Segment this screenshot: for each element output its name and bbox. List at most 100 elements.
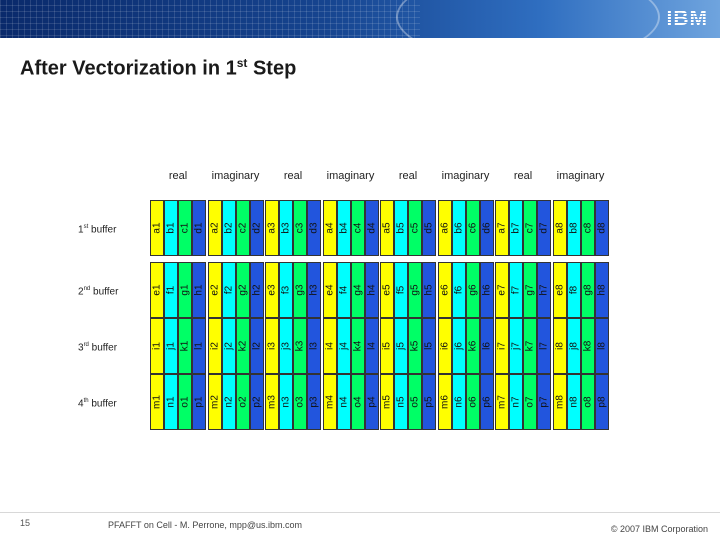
buffer-cell: a4 <box>322 200 337 256</box>
buffer-cell: i8 <box>552 318 567 374</box>
buffer-cell-label: f7 <box>510 285 522 295</box>
buffer-cell: h1 <box>192 262 206 318</box>
buffer-row-ordinal: st <box>83 224 89 230</box>
buffer-cell-label: l5 <box>423 342 435 350</box>
buffer-cell: m5 <box>380 374 394 430</box>
buffer-cell: o2 <box>235 374 250 430</box>
buffer-row-label: 4th buffer <box>78 398 117 409</box>
buffer-cell: e6 <box>437 262 452 318</box>
buffer-cell-label: e3 <box>266 284 278 296</box>
column-header: real <box>513 170 533 182</box>
buffer-cell: o8 <box>580 374 595 430</box>
buffer-cell-label: p4 <box>366 396 377 408</box>
buffer-cell: f8 <box>566 262 581 318</box>
buffer-cell: o4 <box>350 374 365 430</box>
buffer-cell: j6 <box>451 318 466 374</box>
buffer-cell: g7 <box>523 262 537 318</box>
buffer-cell-label: o6 <box>467 396 478 408</box>
buffer-cell: l8 <box>594 318 609 374</box>
buffer-cell-label: n5 <box>395 396 407 408</box>
buffer-cell-label: n3 <box>280 396 292 408</box>
buffer-cell: h3 <box>307 262 321 318</box>
buffer-cell: g1 <box>178 262 192 318</box>
buffer-cell: g6 <box>465 262 480 318</box>
buffer-cell-label: h1 <box>193 284 205 296</box>
buffer-cell-label: c3 <box>294 222 306 234</box>
buffer-cell: m7 <box>495 374 509 430</box>
buffer-cell-label: k4 <box>352 340 363 352</box>
buffer-cell: c2 <box>235 200 250 256</box>
buffer-cell-label: l7 <box>538 342 550 350</box>
buffer-cell: a3 <box>265 200 279 256</box>
buffer-cell-label: g3 <box>294 284 306 296</box>
buffer-row-label: 3rd buffer <box>78 342 117 353</box>
footer-author: PFAFFT on Cell - M. Perrone, mpp@us.ibm.… <box>108 520 303 530</box>
banner-arc <box>396 0 660 38</box>
column-header: imaginary <box>556 170 605 182</box>
buffer-cell: h8 <box>594 262 609 318</box>
buffer-row-label: 1st buffer <box>78 224 116 235</box>
buffer-cell: d7 <box>537 200 551 256</box>
buffer-cell-label: g7 <box>524 284 536 296</box>
buffer-cell: n3 <box>279 374 293 430</box>
buffer-cell-label: j1 <box>165 342 177 350</box>
buffer-cell-label: l2 <box>251 342 262 350</box>
buffer-cell: d2 <box>249 200 264 256</box>
buffer-cell-label: f8 <box>568 285 579 295</box>
buffer-cell: d4 <box>364 200 379 256</box>
buffer-cell-label: n7 <box>510 396 522 408</box>
buffer-row-number: 4 <box>78 398 84 410</box>
buffer-row-ordinal: rd <box>83 342 89 348</box>
buffer-cell-label: i4 <box>324 342 335 350</box>
buffer-cell: h6 <box>479 262 494 318</box>
buffer-cell: i7 <box>495 318 509 374</box>
buffer-cell-label: k1 <box>179 340 191 352</box>
buffer-cell: b1 <box>164 200 178 256</box>
buffer-cell: l3 <box>307 318 321 374</box>
buffer-cell-label: f3 <box>280 285 292 295</box>
buffer-cell: p6 <box>479 374 494 430</box>
buffer-cell-label: e7 <box>496 284 508 296</box>
buffer-cell: o3 <box>293 374 307 430</box>
buffer-cell-label: g2 <box>237 284 248 296</box>
buffer-cell-label: g4 <box>352 284 363 296</box>
buffer-cell-label: d7 <box>538 222 550 234</box>
buffer-cell: a1 <box>150 200 164 256</box>
buffer-cell: g3 <box>293 262 307 318</box>
buffer-cell-label: f6 <box>453 285 464 295</box>
buffer-cell-label: k6 <box>467 340 478 352</box>
buffer-row-text: buffer <box>90 286 119 298</box>
buffer-cell: k1 <box>178 318 192 374</box>
buffer-cell-label: i1 <box>151 342 163 350</box>
buffer-cell-label: h5 <box>423 284 435 296</box>
buffer-cell-label: m5 <box>381 395 393 409</box>
buffer-cell-label: c2 <box>237 222 248 234</box>
header-banner: IBM <box>0 0 720 38</box>
buffer-cell: c6 <box>465 200 480 256</box>
buffer-cell: k2 <box>235 318 250 374</box>
buffer-cell-label: b2 <box>223 222 234 234</box>
buffer-cell: k5 <box>408 318 422 374</box>
buffer-cell-label: l8 <box>596 342 607 350</box>
buffer-cell: o6 <box>465 374 480 430</box>
buffer-row-number: 3 <box>78 342 84 354</box>
buffer-cell-label: j6 <box>453 342 464 350</box>
buffer-cell: l4 <box>364 318 379 374</box>
buffer-cell: d3 <box>307 200 321 256</box>
buffer-cell-label: d4 <box>366 222 377 234</box>
buffer-cell: a2 <box>207 200 222 256</box>
buffer-cell: p7 <box>537 374 551 430</box>
buffer-cell: f1 <box>164 262 178 318</box>
buffer-cell-label: i5 <box>381 342 393 350</box>
buffer-cell: h4 <box>364 262 379 318</box>
buffer-cell-label: p1 <box>193 396 205 408</box>
buffer-row-label: 2nd buffer <box>78 286 118 297</box>
buffer-cell-label: o3 <box>294 396 306 408</box>
buffer-cell: f6 <box>451 262 466 318</box>
buffer-cell-label: c7 <box>524 222 536 234</box>
buffer-cell-label: j3 <box>280 342 292 350</box>
buffer-cell-label: f4 <box>338 285 349 295</box>
buffer-cell-label: o1 <box>179 396 191 408</box>
buffer-cell-label: n6 <box>453 396 464 408</box>
buffer-cell: e4 <box>322 262 337 318</box>
